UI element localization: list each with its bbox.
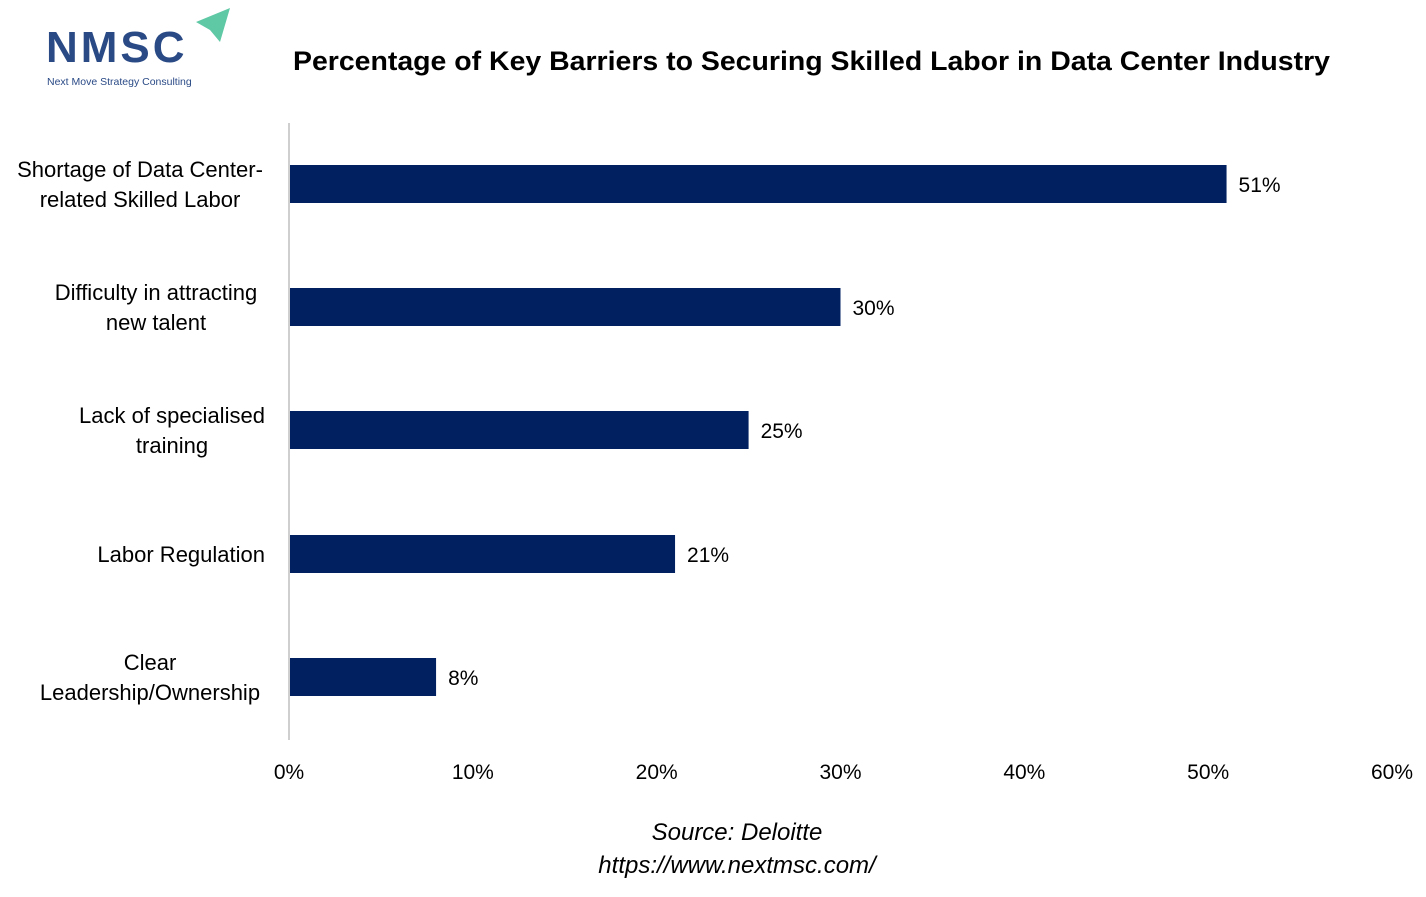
source-url: https://www.nextmsc.com/: [598, 852, 878, 879]
logo-arrow-icon: [196, 8, 230, 42]
bar: [290, 658, 437, 696]
x-tick-label: 10%: [452, 761, 494, 784]
bar: [290, 288, 841, 326]
data-label: 25%: [761, 420, 803, 443]
x-tick-label: 60%: [1371, 761, 1413, 784]
data-label: 8%: [448, 667, 478, 690]
data-label: 51%: [1239, 174, 1281, 197]
category-label: Shortage of Data Center-: [17, 157, 263, 182]
bar: [290, 165, 1227, 203]
category-label: Labor Regulation: [97, 542, 265, 567]
x-tick-label: 0%: [274, 761, 304, 784]
category-label: Lack of specialised: [79, 403, 265, 428]
category-label: Clear: [124, 650, 177, 675]
bar: [290, 411, 749, 449]
bar: [290, 535, 676, 573]
data-label: 21%: [687, 544, 729, 567]
logo-text: NMSC: [46, 23, 188, 72]
category-label: Leadership/Ownership: [40, 680, 260, 705]
category-label: Difficulty in attracting: [55, 280, 258, 305]
x-tick-label: 30%: [819, 761, 861, 784]
x-tick-label: 50%: [1187, 761, 1229, 784]
source-label: Source: Deloitte: [652, 819, 823, 846]
logo: NMSC Next Move Strategy Consulting: [46, 8, 230, 88]
category-label: related Skilled Labor: [40, 187, 241, 212]
chart-title: Percentage of Key Barriers to Securing S…: [293, 46, 1330, 76]
category-label: new talent: [106, 310, 206, 335]
x-tick-label: 40%: [1003, 761, 1045, 784]
logo-tagline: Next Move Strategy Consulting: [47, 76, 192, 88]
category-label: training: [136, 433, 208, 458]
x-tick-label: 20%: [636, 761, 678, 784]
data-label: 30%: [853, 297, 895, 320]
